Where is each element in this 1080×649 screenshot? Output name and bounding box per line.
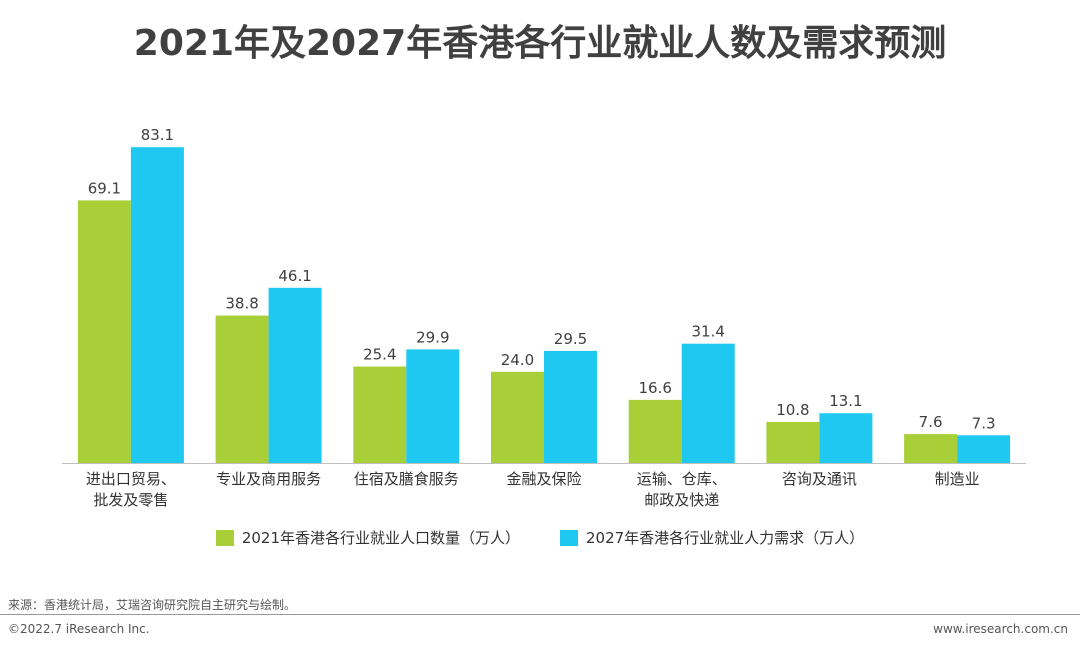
bar-2021-6 bbox=[904, 434, 958, 463]
data-label-2027-1: 46.1 bbox=[278, 267, 311, 285]
source-note: 来源：香港统计局，艾瑞咨询研究院自主研究与绘制。 bbox=[8, 598, 297, 612]
bar-2027-6 bbox=[957, 435, 1011, 463]
chart-title: 2021年及2027年香港各行业就业人数及需求预测 bbox=[133, 23, 947, 64]
data-label-2021-5: 10.8 bbox=[776, 401, 809, 419]
bar-chart: 69.1 38.8 25.4 24.0 16.6 10.8 7.6 83.1 46.1 29.9 2… bbox=[62, 126, 1026, 509]
bar-2021-0 bbox=[77, 200, 131, 463]
data-label-2021-4: 16.6 bbox=[638, 379, 671, 397]
bar-2027-2 bbox=[406, 349, 460, 463]
data-label-2027-5: 13.1 bbox=[829, 392, 862, 410]
data-label-2021-0: 69.1 bbox=[88, 179, 121, 197]
legend-swatch-2027 bbox=[560, 529, 578, 546]
bar-2027-1 bbox=[268, 287, 322, 463]
category-label-4-1: 邮政及快递 bbox=[644, 491, 719, 509]
bar-2027-5 bbox=[819, 413, 873, 463]
category-label-5-0: 咨询及通讯 bbox=[782, 470, 857, 488]
data-label-2021-6: 7.6 bbox=[919, 413, 943, 431]
data-label-2027-2: 29.9 bbox=[416, 328, 449, 346]
bar-2027-0 bbox=[130, 147, 184, 463]
bar-2021-5 bbox=[766, 422, 820, 463]
bar-2021-3 bbox=[491, 371, 544, 463]
footer-divider bbox=[0, 614, 1080, 615]
data-label-2021-3: 24.0 bbox=[501, 351, 534, 369]
data-label-2027-3: 29.5 bbox=[554, 330, 587, 348]
legend-item-2021: 2021年香港各行业就业人口数量（万人） bbox=[215, 527, 520, 548]
category-label-3-0: 金融及保险 bbox=[506, 470, 581, 488]
category-label-6-0: 制造业 bbox=[935, 470, 980, 488]
legend-label-2027: 2027年香港各行业就业人力需求（万人） bbox=[586, 529, 865, 547]
data-label-2021-2: 25.4 bbox=[363, 346, 396, 364]
data-label-2027-4: 31.4 bbox=[691, 323, 724, 341]
bar-2027-3 bbox=[544, 350, 597, 463]
bar-2027-4 bbox=[681, 343, 735, 463]
bar-2021-2 bbox=[353, 366, 407, 463]
category-label-2-0: 住宿及膳食服务 bbox=[354, 470, 459, 488]
bar-2021-4 bbox=[628, 399, 682, 463]
data-label-2021-1: 38.8 bbox=[225, 295, 258, 313]
legend-label-2021: 2021年香港各行业就业人口数量（万人） bbox=[241, 529, 520, 547]
chart-legend: 2021年香港各行业就业人口数量（万人） 2027年香港各行业就业人力需求（万人… bbox=[0, 527, 1080, 548]
bar-2021-1 bbox=[215, 315, 269, 463]
website-text: www.iresearch.com.cn bbox=[933, 622, 1068, 636]
legend-item-2027: 2027年香港各行业就业人力需求（万人） bbox=[560, 527, 864, 548]
data-label-2027-6: 7.3 bbox=[972, 414, 996, 432]
category-label-0-1: 批发及零售 bbox=[93, 491, 168, 509]
category-label-1-0: 专业及商用服务 bbox=[216, 470, 321, 488]
copyright-text: ©2022.7 iResearch Inc. bbox=[8, 622, 150, 636]
category-label-4-0: 运输、仓库、 bbox=[637, 470, 727, 488]
legend-swatch-2021 bbox=[215, 529, 234, 546]
category-label-0-0: 进出口贸易、 bbox=[86, 470, 176, 488]
data-label-2027-0: 83.1 bbox=[141, 126, 174, 144]
